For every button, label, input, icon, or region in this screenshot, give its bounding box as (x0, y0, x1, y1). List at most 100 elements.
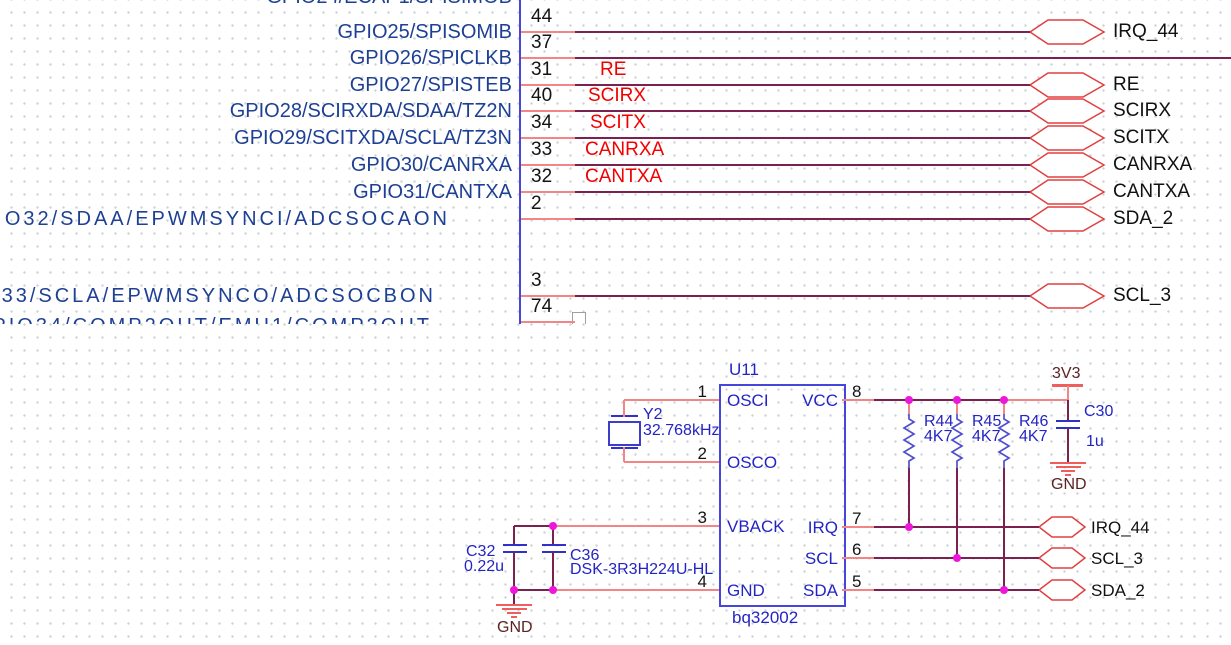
net-port[interactable] (1037, 547, 1087, 569)
wire-segment (908, 400, 910, 414)
net-port-label[interactable]: CANTXA (1113, 181, 1191, 202)
net-port-label[interactable]: RE (1113, 74, 1140, 95)
chip-pin-number: 2 (697, 444, 707, 463)
rtc-part-number[interactable]: bq32002 (732, 608, 799, 627)
pin-number: 31 (531, 59, 553, 80)
wire-segment (1003, 468, 1005, 590)
net-label[interactable]: RE (600, 59, 627, 80)
wire-segment (521, 137, 575, 139)
resistor-symbol-r44[interactable] (902, 414, 916, 468)
net-port[interactable] (1028, 206, 1106, 232)
net-label[interactable]: CANTXA (585, 166, 663, 187)
gnd-symbol-bar[interactable] (496, 604, 532, 606)
wire-segment (842, 399, 874, 401)
wire-segment (575, 110, 1030, 112)
wire-segment (552, 552, 554, 590)
wire-segment (956, 400, 958, 414)
net-port[interactable] (1037, 516, 1087, 538)
capacitor-plate-c32[interactable] (503, 551, 527, 553)
wire-segment (575, 191, 1030, 193)
net-label[interactable]: SCITX (590, 112, 646, 133)
crystal-value[interactable]: 32.768kHz (643, 422, 720, 439)
net-port-label[interactable]: SCIRX (1113, 100, 1172, 121)
net-port[interactable] (1028, 283, 1106, 309)
resistor-value[interactable]: 4K7 (1019, 428, 1048, 445)
pin-name: GPIO31/CANTXA (353, 181, 512, 203)
crystal-designator[interactable]: Y2 (643, 406, 663, 423)
net-label[interactable]: SCIRX (588, 85, 647, 106)
resistor-value[interactable]: 4K7 (972, 428, 1001, 445)
capacitor-plate-c32[interactable] (503, 544, 527, 546)
pin-number: 74 (531, 296, 553, 317)
wire-segment (956, 468, 958, 558)
gnd-symbol-bar[interactable] (1050, 462, 1086, 464)
wire-segment (1067, 428, 1069, 462)
crystal-symbol[interactable] (608, 421, 641, 446)
capacitor-designator[interactable]: C32 (466, 543, 496, 560)
resistor-symbol-r46[interactable] (997, 414, 1011, 468)
net-port-label[interactable]: IRQ_44 (1113, 21, 1179, 42)
net-port-label[interactable]: SCL_3 (1113, 285, 1172, 306)
net-port[interactable] (1028, 98, 1106, 124)
wire-segment (521, 191, 575, 193)
rtc-designator[interactable]: U11 (729, 360, 759, 379)
net-port-label[interactable]: SDA_2 (1113, 208, 1174, 229)
gnd-symbol-bar (502, 608, 527, 610)
net-port[interactable] (1037, 579, 1087, 601)
wire-segment (521, 31, 575, 33)
resistor-symbol-r45[interactable] (950, 414, 964, 468)
gnd-symbol-bar (511, 616, 517, 618)
power-bar-3v3[interactable] (1052, 384, 1083, 387)
net-port-label[interactable]: SCITX (1113, 127, 1169, 148)
rtc-chip-symbol[interactable] (719, 384, 846, 607)
wire-segment (521, 57, 575, 59)
wire-segment (575, 295, 1030, 297)
pin-name: GPIO28/SCIRXDA/SDAA/TZ2N (229, 100, 512, 122)
wire-segment (521, 321, 575, 323)
gnd-symbol-bar (507, 612, 521, 614)
power-port-3v3-label[interactable]: 3V3 (1052, 365, 1081, 382)
wire-segment (575, 57, 1231, 59)
net-port[interactable] (1028, 19, 1106, 45)
chip-pin-number: 3 (697, 508, 707, 527)
wire-segment (553, 525, 719, 527)
net-port[interactable] (1028, 152, 1106, 178)
capacitor-designator[interactable]: C36 (570, 547, 600, 564)
net-port[interactable] (1028, 125, 1106, 151)
net-port-label[interactable]: IRQ_44 (1091, 518, 1150, 537)
capacitor-value[interactable]: DSK-3R3H224U-HL (570, 561, 714, 578)
net-port[interactable] (1028, 179, 1106, 205)
wire-segment (552, 526, 554, 544)
chip-pin-name-irq: IRQ (807, 518, 838, 537)
mcu-symbol-border[interactable] (519, 0, 521, 324)
net-port-label[interactable]: SCL_3 (1091, 549, 1143, 568)
pin-number: 37 (531, 32, 553, 53)
pin-name: GPIO29/SCITXDA/SCLA/TZ3N (234, 127, 512, 149)
wire-segment (513, 526, 515, 544)
net-port-label[interactable]: CANRXA (1113, 154, 1193, 175)
capacitor-value[interactable]: 1u (1086, 433, 1104, 450)
capacitor-plate-c36[interactable] (542, 551, 566, 553)
net-port-label[interactable]: SDA_2 (1091, 581, 1145, 600)
resistor-value[interactable]: 4K7 (924, 428, 953, 445)
junction-dot (953, 396, 961, 404)
capacitor-plate-c30[interactable] (1056, 420, 1080, 422)
pin-name: GPIO30/CANRXA (350, 154, 512, 176)
junction-dot (510, 586, 518, 594)
gnd-label[interactable]: GND (497, 619, 533, 636)
wire-segment (513, 590, 515, 604)
net-label[interactable]: CANRXA (585, 139, 665, 160)
capacitor-designator[interactable]: C30 (1084, 403, 1114, 420)
chip-pin-name-vcc: VCC (802, 391, 838, 410)
resistor-designator[interactable]: R44 (924, 413, 954, 430)
gnd-label[interactable]: GND (1051, 476, 1087, 493)
capacitor-plate-c36[interactable] (542, 544, 566, 546)
net-port[interactable] (1028, 72, 1106, 98)
chip-pin-number: 8 (852, 382, 862, 401)
capacitor-value[interactable]: 0.22u (464, 558, 505, 575)
pin-name: GPIO33/SCLA/EPWMSYNCO/ADCSOCBON (0, 285, 436, 307)
resistor-designator[interactable]: R46 (1019, 413, 1049, 430)
chip-pin-name-scl: SCL (804, 549, 838, 568)
resistor-designator[interactable]: R45 (972, 413, 1002, 430)
pin-number: 40 (531, 85, 553, 106)
